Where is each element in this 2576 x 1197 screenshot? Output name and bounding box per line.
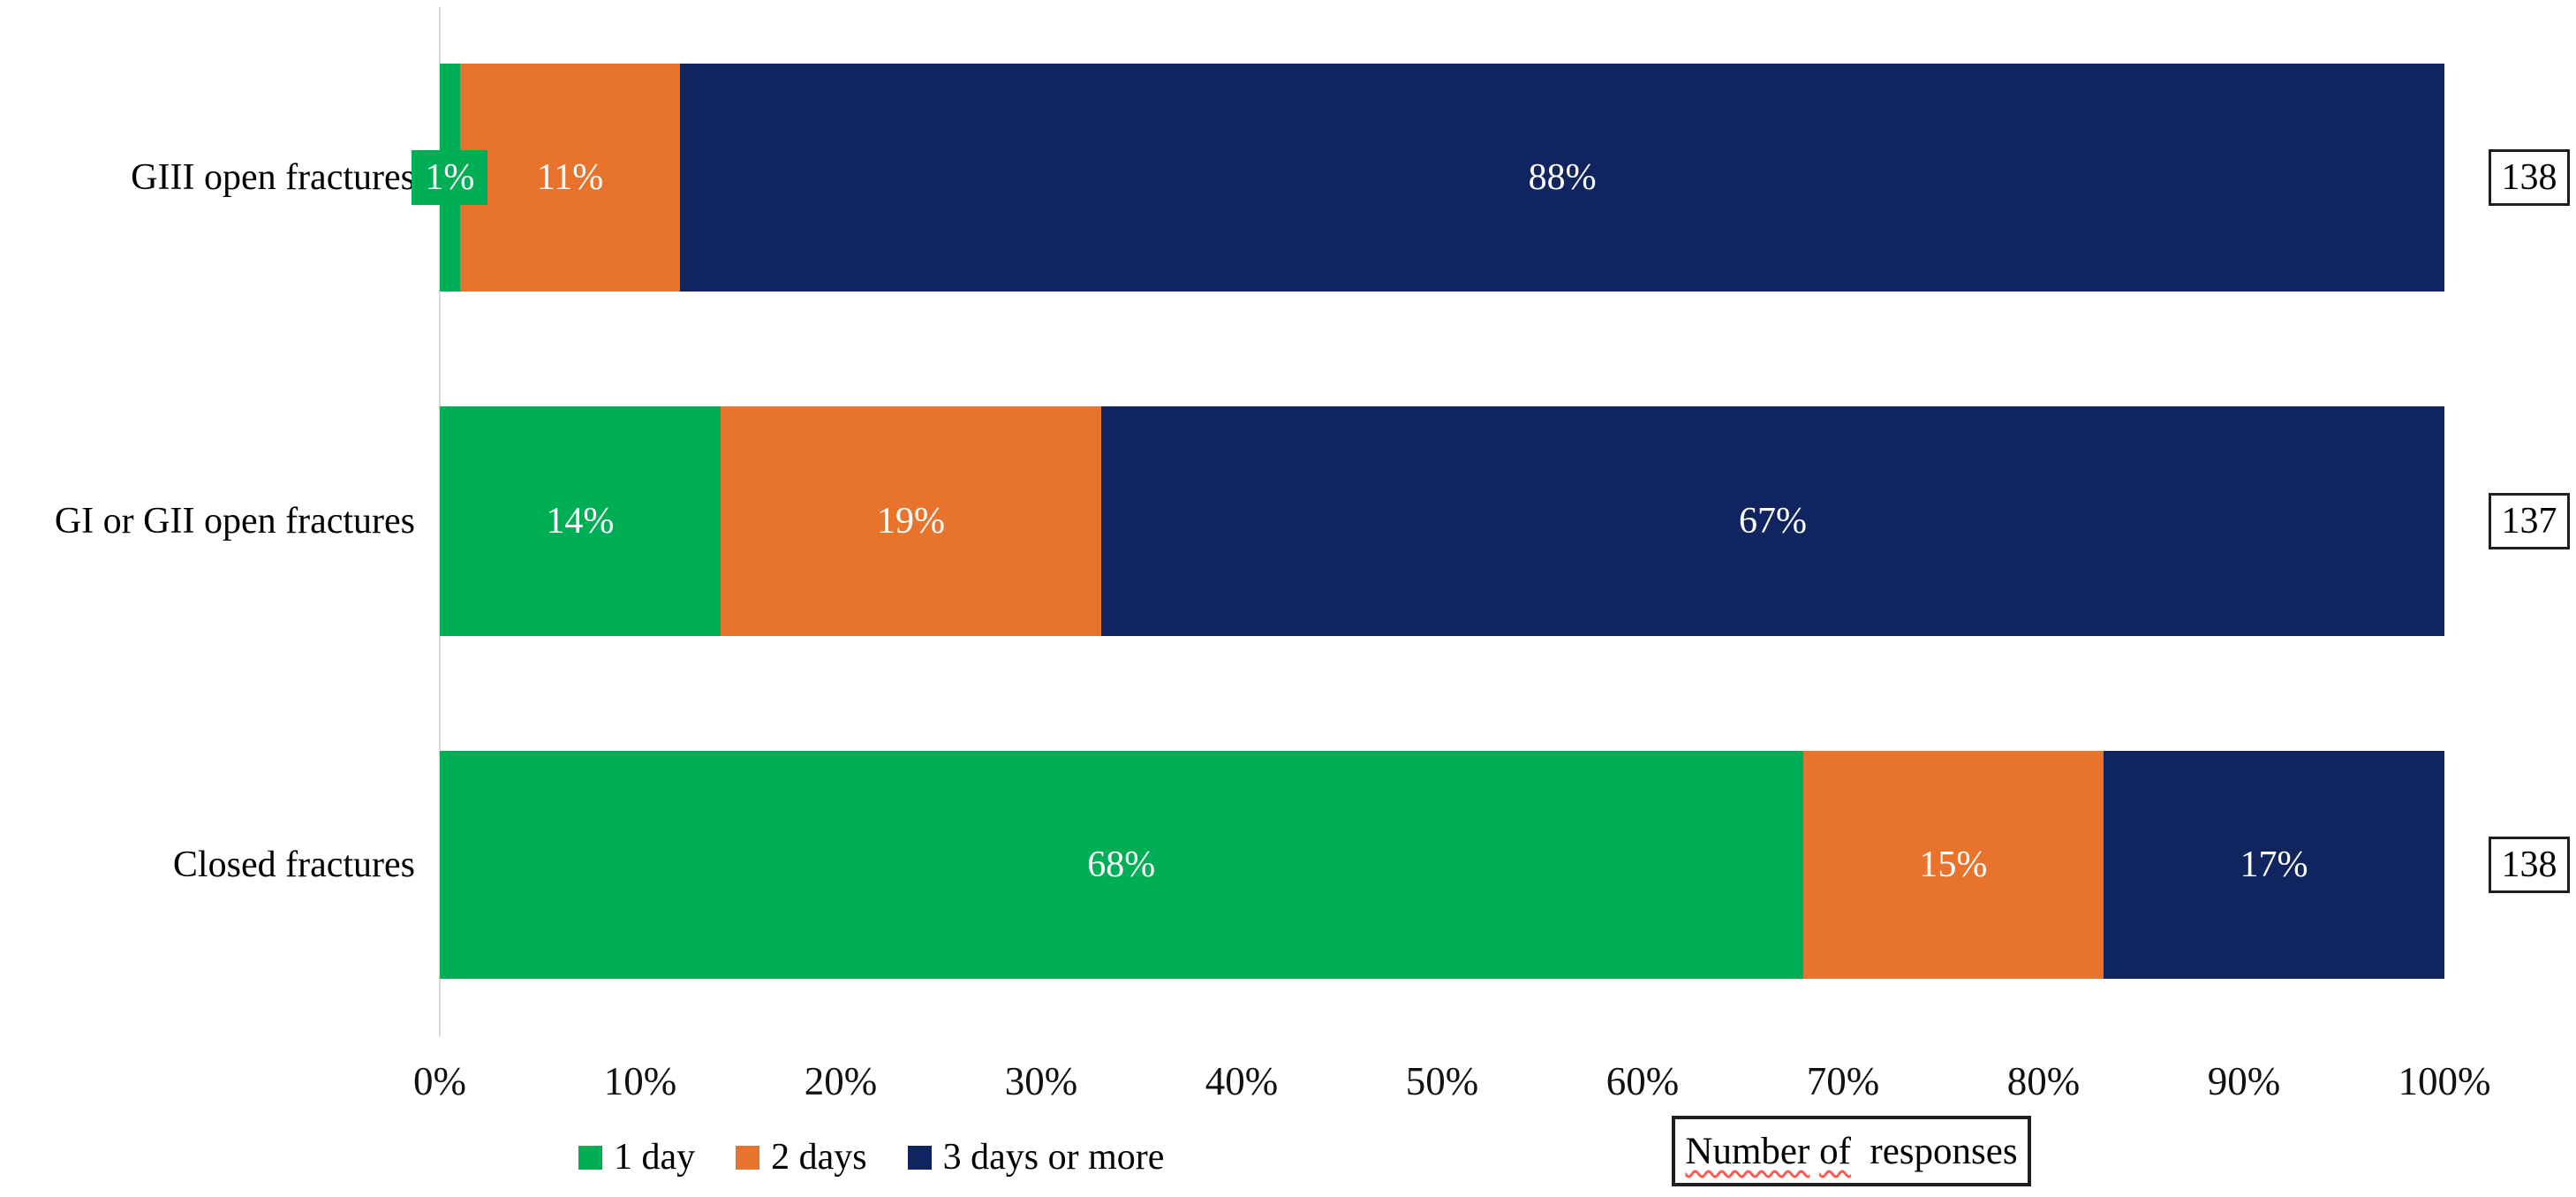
x-axis-tick-label: 100%	[2398, 1059, 2491, 1103]
number-of-responses-box: Number of responses	[1672, 1116, 2031, 1186]
stacked-bar: 14% 19% 67%	[440, 406, 2444, 636]
x-axis-tick-label: 10%	[603, 1059, 677, 1103]
chart-legend: 1 day 2 days 3 days or more	[578, 1136, 1164, 1178]
stacked-bar: 11% 88%	[440, 64, 2444, 292]
legend-swatch-icon	[907, 1145, 932, 1170]
legend-item: 2 days	[736, 1136, 867, 1178]
bar-segment: 11%	[459, 64, 681, 292]
x-axis-tick-label: 30%	[1004, 1059, 1078, 1103]
responses-count-box: 138	[2489, 837, 2570, 893]
legend-swatch-icon	[736, 1145, 760, 1170]
bar-segment: 67%	[1101, 406, 2444, 636]
legend-label: 3 days or more	[942, 1137, 1165, 1178]
bar-segment: 15%	[1802, 751, 2104, 979]
x-axis-tick-label: 20%	[804, 1059, 878, 1103]
category-label: Closed fractures	[172, 844, 415, 885]
responses-count-box: 137	[2489, 493, 2570, 549]
responses-box-rest: responses	[1850, 1130, 2018, 1172]
responses-box-space	[1809, 1130, 1819, 1173]
bar-segment: 68%	[440, 751, 1803, 979]
category-label: GI or GII open fractures	[54, 500, 415, 542]
segment-data-label: 19%	[876, 501, 945, 542]
x-axis-tick-label: 50%	[1405, 1059, 1479, 1103]
chart-row: GI or GII open fractures 14% 19% 67% 137	[0, 406, 2576, 636]
x-axis-tick-label: 90%	[2207, 1059, 2281, 1103]
responses-count-box: 138	[2489, 149, 2570, 206]
segment-data-label: 68%	[1087, 845, 1156, 885]
legend-label: 2 days	[771, 1137, 867, 1178]
x-axis-tick-label: 40%	[1205, 1059, 1279, 1103]
segment-data-label: 11%	[536, 157, 604, 198]
segment-data-label: 14%	[546, 501, 615, 542]
x-axis-tick-label: 60%	[1605, 1059, 1680, 1103]
segment-data-label: 15%	[1919, 845, 1988, 885]
segment-data-label: 17%	[2240, 845, 2308, 885]
x-axis-tick-label: 0%	[413, 1059, 466, 1103]
segment-data-label-callout: 1%	[412, 150, 488, 205]
responses-box-word: Number	[1685, 1130, 1810, 1172]
x-axis-tick-label: 70%	[1806, 1059, 1880, 1103]
bar-segment: 17%	[2104, 751, 2444, 979]
x-axis-tick-label: 80%	[2006, 1059, 2081, 1103]
legend-item: 3 days or more	[907, 1136, 1165, 1178]
legend-label: 1 day	[614, 1137, 696, 1178]
bar-segment: 88%	[680, 64, 2444, 292]
stacked-bar: 68% 15% 17%	[440, 751, 2444, 979]
legend-item: 1 day	[578, 1136, 695, 1178]
segment-data-label: 67%	[1739, 501, 1808, 542]
responses-box-word: of	[1819, 1130, 1851, 1172]
category-label: GIII open fractures	[131, 156, 415, 198]
legend-swatch-icon	[578, 1145, 602, 1170]
bar-segment: 19%	[720, 406, 1102, 636]
chart-row: GIII open fractures 1% 11% 88% 138	[0, 64, 2576, 292]
segment-data-label: 88%	[1528, 157, 1597, 198]
chart-row: Closed fractures 68% 15% 17% 138	[0, 751, 2576, 979]
bar-segment: 14%	[440, 406, 721, 636]
